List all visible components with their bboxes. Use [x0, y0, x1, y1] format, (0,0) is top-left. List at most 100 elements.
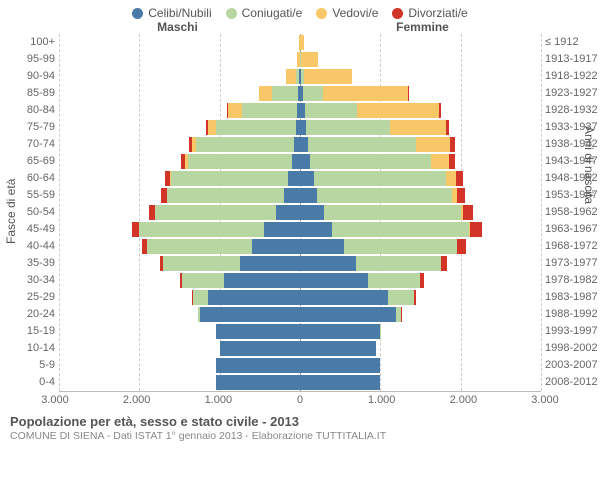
bar-segment	[439, 103, 441, 118]
chart-title: Popolazione per età, sesso e stato civil…	[10, 414, 590, 429]
birth-labels: ≤ 19121913-19171918-19221923-19271928-19…	[541, 34, 600, 392]
bar-segment	[224, 273, 300, 288]
bar-segment	[310, 154, 430, 169]
bar-segment	[216, 358, 300, 373]
bar-segment	[390, 120, 446, 135]
x-tick: 0	[297, 394, 303, 406]
bar-segment	[292, 154, 300, 169]
bar-segment	[286, 69, 296, 84]
chart-area: Fasce di età Anni di nascita 100+95-9990…	[0, 34, 600, 392]
legend-label: Vedovi/e	[332, 6, 378, 20]
bar-segment	[308, 137, 416, 152]
pyramid-row	[59, 273, 541, 288]
bar-segment	[300, 222, 332, 237]
bar-segment	[456, 171, 463, 186]
bar-female	[300, 256, 447, 271]
age-label: 75-79	[0, 119, 55, 136]
bar-segment	[446, 120, 448, 135]
bar-female	[300, 205, 473, 220]
bar-male	[192, 290, 300, 305]
bar-segment	[356, 256, 440, 271]
bar-female	[300, 52, 318, 67]
bar-female	[300, 358, 380, 373]
bar-segment	[300, 324, 380, 339]
age-label: 65-69	[0, 153, 55, 170]
pyramid-row	[59, 222, 541, 237]
bar-segment	[240, 256, 300, 271]
bar-segment	[323, 86, 407, 101]
bar-segment	[216, 375, 300, 390]
legend-item: Divorziati/e	[392, 6, 467, 20]
bar-male	[198, 307, 300, 322]
birth-label: 1928-1932	[545, 102, 600, 119]
bar-male	[132, 222, 300, 237]
bar-segment	[242, 103, 297, 118]
bar-female	[300, 86, 408, 101]
bar-segment	[344, 239, 456, 254]
pyramid-row	[59, 69, 541, 84]
legend-label: Divorziati/e	[408, 6, 467, 20]
age-label: 70-74	[0, 136, 55, 153]
bar-female	[300, 137, 455, 152]
bar-male	[259, 86, 300, 101]
footer: Popolazione per età, sesso e stato civil…	[0, 408, 600, 442]
bar-segment	[368, 273, 420, 288]
bar-segment	[300, 205, 324, 220]
birth-label: 1978-1982	[545, 272, 600, 289]
bar-female	[300, 307, 402, 322]
x-tick: 1.000	[368, 394, 396, 406]
bar-segment	[300, 375, 380, 390]
pyramid-row	[59, 86, 541, 101]
bar-segment	[304, 69, 352, 84]
bar-female	[300, 341, 376, 356]
birth-label: 1963-1967	[545, 221, 600, 238]
bar-female	[300, 239, 466, 254]
bar-segment	[139, 222, 264, 237]
pyramid-row	[59, 103, 541, 118]
pyramid-row	[59, 239, 541, 254]
age-label: 80-84	[0, 102, 55, 119]
legend-swatch	[316, 8, 327, 19]
bar-segment	[314, 171, 447, 186]
birth-label: 1958-1962	[545, 204, 600, 221]
y-axis-right-title: Anni di nascita	[582, 126, 596, 204]
bar-segment	[276, 205, 300, 220]
bar-segment	[147, 239, 251, 254]
plot-area	[59, 34, 541, 392]
bar-segment	[300, 358, 380, 373]
age-label: 85-89	[0, 85, 55, 102]
bar-segment	[171, 171, 287, 186]
bar-segment	[457, 188, 465, 203]
age-label: 5-9	[0, 357, 55, 374]
pyramid-row	[59, 290, 541, 305]
bar-segment	[300, 307, 396, 322]
pyramid-row	[59, 188, 541, 203]
bar-segment	[167, 188, 283, 203]
x-tick: 3.000	[41, 394, 69, 406]
bar-female	[300, 273, 424, 288]
legend-swatch	[226, 8, 237, 19]
pyramid-row	[59, 171, 541, 186]
bar-male	[189, 137, 300, 152]
bar-segment	[441, 256, 447, 271]
bar-segment	[357, 103, 439, 118]
bar-segment	[259, 86, 273, 101]
birth-label: 1998-2002	[545, 340, 600, 357]
bar-female	[300, 35, 304, 50]
x-tick: 2.000	[450, 394, 478, 406]
pyramid-row	[59, 35, 541, 50]
legend: Celibi/NubiliConiugati/eVedovi/eDivorzia…	[0, 0, 600, 20]
age-label: 20-24	[0, 306, 55, 323]
header-female: Femmine	[300, 20, 545, 34]
bar-segment	[300, 273, 368, 288]
pyramid-row	[59, 120, 541, 135]
bar-female	[300, 324, 381, 339]
bar-segment	[300, 137, 308, 152]
pyramid-row	[59, 341, 541, 356]
bar-segment	[155, 205, 275, 220]
bar-segment	[188, 154, 292, 169]
column-headers: Maschi Femmine	[0, 20, 600, 34]
age-label: 10-14	[0, 340, 55, 357]
pyramid-row	[59, 358, 541, 373]
bar-segment	[431, 154, 449, 169]
